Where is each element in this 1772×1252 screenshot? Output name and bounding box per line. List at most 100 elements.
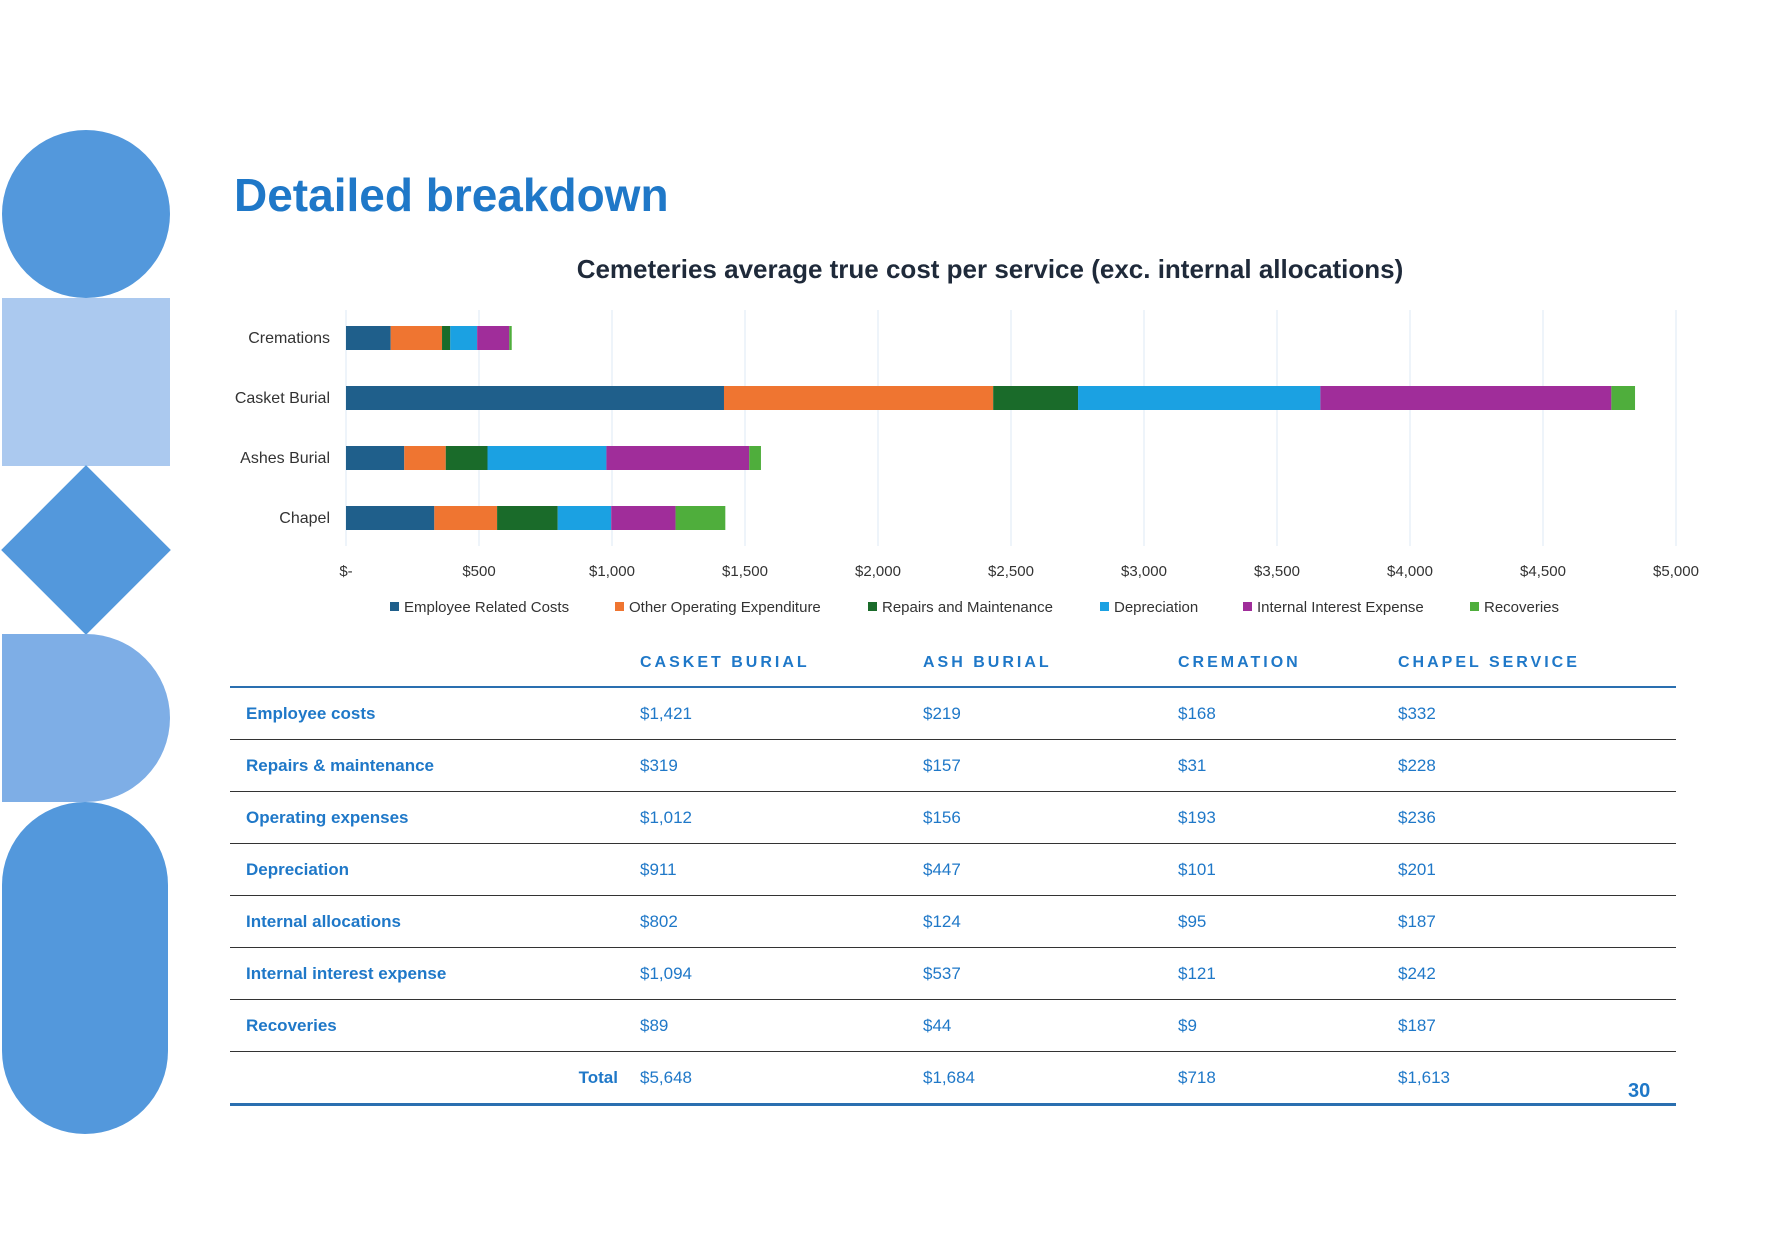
legend-label: Other Operating Expenditure — [629, 599, 821, 616]
bar-segment — [346, 506, 435, 530]
table-cell: $236 — [1398, 791, 1676, 844]
table-total-row: Total $5,648 $1,684 $718 $1,613 — [230, 1051, 1676, 1106]
row-label: Internal interest expense — [230, 947, 640, 1000]
bar-segment — [477, 326, 510, 350]
legend-label: Recoveries — [1484, 599, 1559, 616]
bar-segment — [442, 326, 451, 350]
stacked-bar-chart: Cemeteries average true cost per service… — [235, 254, 1699, 616]
bar-segment — [606, 446, 750, 470]
table-header-blank — [230, 640, 640, 688]
x-tick-labels: $- $500 $1,000 $1,500 $2,000 $2,500 $3,000 $3,5… — [339, 563, 1699, 580]
table-cell: $219 — [923, 687, 1178, 740]
category-label: Chapel — [279, 510, 330, 527]
table-cell: $168 — [1178, 687, 1398, 740]
x-tick-label: $4,000 — [1387, 563, 1433, 580]
table-cell: $201 — [1398, 843, 1676, 896]
legend-swatch — [868, 602, 877, 611]
total-cell: $1,684 — [923, 1051, 1178, 1106]
decorative-pill — [2, 802, 168, 1134]
legend: Employee Related Costs Other Operating Ex… — [390, 599, 1559, 616]
bar-segment — [509, 326, 512, 350]
table-cell: $121 — [1178, 947, 1398, 1000]
bar-segment — [723, 386, 994, 410]
bar-segment — [1320, 386, 1612, 410]
legend-swatch — [1100, 602, 1109, 611]
legend-label: Depreciation — [1114, 599, 1198, 616]
table-cell: $187 — [1398, 895, 1676, 948]
table-row: Recoveries $89 $44 $9 $187 — [230, 999, 1676, 1052]
bar-segment — [611, 506, 676, 530]
cost-breakdown-table: CASKET BURIAL ASH BURIAL CREMATION CHAPE… — [230, 640, 1676, 1106]
table-cell: $187 — [1398, 999, 1676, 1052]
legend-swatch — [1470, 602, 1479, 611]
legend-label: Employee Related Costs — [404, 599, 569, 616]
bar-segment — [390, 326, 443, 350]
bar-segment — [557, 506, 612, 530]
bar-segment — [346, 326, 391, 350]
table-row: Repairs & maintenance $319 $157 $31 $228 — [230, 739, 1676, 792]
row-label: Recoveries — [230, 999, 640, 1052]
table-cell: $802 — [640, 895, 923, 948]
x-tick-label: $5,000 — [1653, 563, 1699, 580]
decorative-circle — [2, 130, 170, 298]
table-row: Internal allocations $802 $124 $95 $187 — [230, 895, 1676, 948]
table-cell: $157 — [923, 739, 1178, 792]
x-tick-label: $2,000 — [855, 563, 901, 580]
table-row: Operating expenses $1,012 $156 $193 $236 — [230, 791, 1676, 844]
x-tick-label: $500 — [462, 563, 495, 580]
table-row: Depreciation $911 $447 $101 $201 — [230, 843, 1676, 896]
table-cell: $1,094 — [640, 947, 923, 1000]
bar-segment — [346, 386, 724, 410]
table-cell: $31 — [1178, 739, 1398, 792]
table-header-ash-burial: ASH BURIAL — [923, 640, 1178, 688]
bar-segment — [1611, 386, 1636, 410]
x-tick-label: $1,500 — [722, 563, 768, 580]
total-cell: $5,648 — [640, 1051, 923, 1106]
bar-segment — [450, 326, 478, 350]
bar-segment — [434, 506, 498, 530]
bar-segment — [404, 446, 446, 470]
decorative-half-circle — [2, 634, 170, 802]
legend-swatch — [1243, 602, 1252, 611]
bar-segment — [487, 446, 607, 470]
table-cell: $156 — [923, 791, 1178, 844]
chart-title: Cemeteries average true cost per service… — [577, 254, 1404, 284]
legend-swatch — [615, 602, 624, 611]
table-cell: $1,421 — [640, 687, 923, 740]
row-label: Depreciation — [230, 843, 640, 896]
row-label: Repairs & maintenance — [230, 739, 640, 792]
table-cell: $911 — [640, 843, 923, 896]
legend-label: Repairs and Maintenance — [882, 599, 1053, 616]
category-label: Casket Burial — [235, 390, 330, 407]
table-cell: $101 — [1178, 843, 1398, 896]
table-header-chapel-service: CHAPEL SERVICE — [1398, 640, 1676, 688]
bar-segment — [993, 386, 1079, 410]
table-header-casket-burial: CASKET BURIAL — [640, 640, 923, 688]
category-label: Ashes Burial — [240, 450, 330, 467]
x-tick-label: $3,000 — [1121, 563, 1167, 580]
table-cell: $228 — [1398, 739, 1676, 792]
bar-segment — [497, 506, 558, 530]
page-title: Detailed breakdown — [234, 169, 669, 221]
bar-segment — [749, 446, 761, 470]
x-tick-label: $1,000 — [589, 563, 635, 580]
bar-segment — [346, 446, 405, 470]
table-cell: $447 — [923, 843, 1178, 896]
table-cell: $9 — [1178, 999, 1398, 1052]
x-tick-label: $3,500 — [1254, 563, 1300, 580]
legend-swatch — [390, 602, 399, 611]
total-cell: $1,613 — [1398, 1051, 1676, 1106]
decorative-square — [2, 298, 170, 466]
bars — [346, 326, 1636, 530]
table-cell: $319 — [640, 739, 923, 792]
row-label: Internal allocations — [230, 895, 640, 948]
bar-segment — [1078, 386, 1321, 410]
category-label: Cremations — [248, 330, 330, 347]
table-cell: $89 — [640, 999, 923, 1052]
row-label: Operating expenses — [230, 791, 640, 844]
table-cell: $44 — [923, 999, 1178, 1052]
x-tick-label: $4,500 — [1520, 563, 1566, 580]
x-tick-label: $- — [339, 563, 352, 580]
total-label: Total — [230, 1051, 640, 1106]
bar-segment — [445, 446, 488, 470]
